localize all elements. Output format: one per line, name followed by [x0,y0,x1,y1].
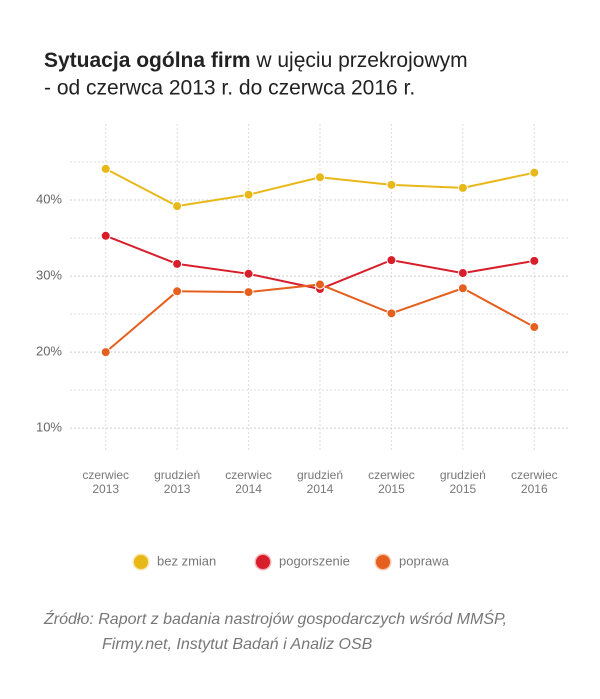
legend-label: pogorszenie [279,553,350,568]
data-point [457,283,468,294]
data-point [457,268,468,279]
data-point [529,167,540,178]
data-point [386,179,397,190]
legend-label: bez zmian [157,553,216,568]
data-point [172,258,183,269]
legend-marker [132,553,150,571]
data-point [100,163,111,174]
source-line: Źródło: Raport z badania nastrojów gospo… [43,609,507,628]
x-tick-label: 2014 [307,482,334,496]
x-tick-label: 2013 [164,482,191,496]
x-tick-label: czerwiec [368,468,415,482]
chart-title: Sytuacja ogólna firm w ujęciu przekrojow… [44,49,468,72]
data-point [172,201,183,212]
legend-label: poprawa [399,553,450,568]
x-tick-label: czerwiec [511,468,558,482]
legend-marker [374,553,392,571]
title-bold: Sytuacja ogólna firm [44,49,251,72]
chart-subtitle: - od czerwca 2013 r. do czerwca 2016 r. [44,77,415,100]
data-point [243,189,254,200]
data-point [529,322,540,333]
data-point [529,255,540,266]
data-point [315,279,325,290]
x-tick-label: grudzień [154,468,200,482]
x-tick-label: 2015 [450,482,477,496]
y-tick-label: 10% [36,420,62,435]
y-tick-label: 40% [36,191,62,206]
x-tick-label: 2016 [521,482,548,496]
x-tick-label: grudzień [440,468,486,482]
source-line: Firmy.net, Instytut Badań i Analiz OSB [102,636,373,653]
data-point [100,230,111,241]
data-point [100,347,111,358]
title-rest: w ujęciu przekrojowym [251,49,468,72]
x-tick-label: 2015 [378,482,405,496]
x-tick-label: grudzień [297,468,343,482]
data-point [172,286,183,297]
data-point [457,182,468,193]
x-tick-label: 2014 [235,482,262,496]
data-point [386,308,397,319]
y-tick-label: 30% [36,268,62,283]
x-tick-label: czerwiec [225,468,272,482]
x-tick-label: czerwiec [82,468,129,482]
data-point [386,255,397,266]
data-point [243,287,254,298]
data-point [315,172,325,183]
y-tick-label: 20% [36,344,62,359]
data-point [243,268,254,279]
legend-marker [254,553,272,571]
x-tick-label: 2013 [92,482,119,496]
